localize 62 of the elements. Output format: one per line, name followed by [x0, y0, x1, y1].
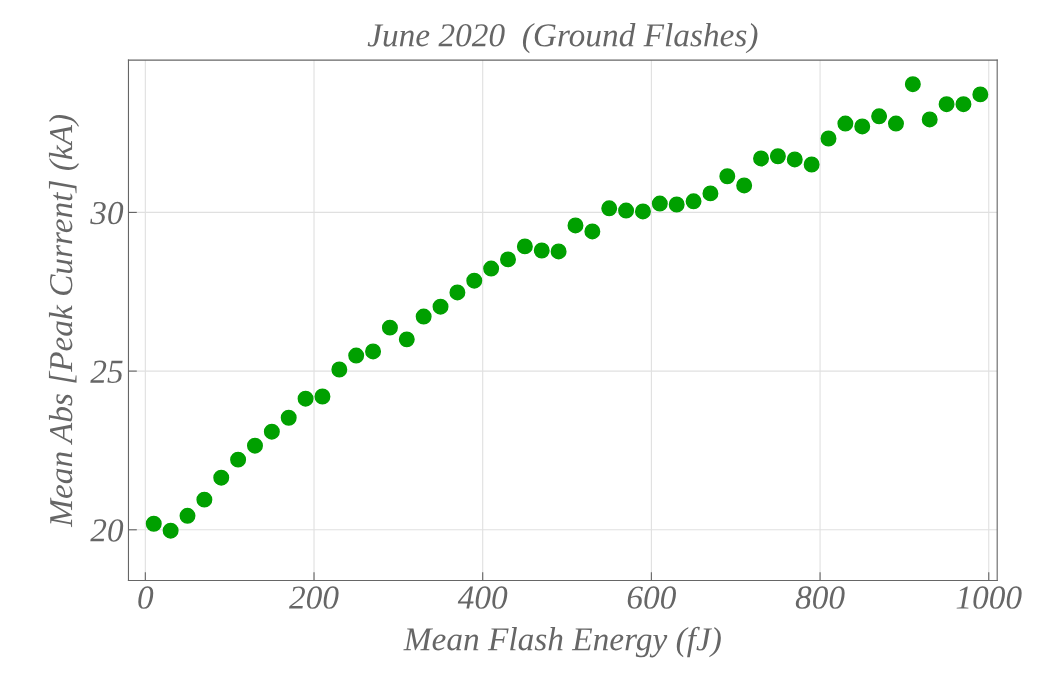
point	[601, 200, 618, 217]
point	[972, 86, 989, 103]
x-tick-label: 400	[457, 586, 508, 609]
point	[955, 96, 972, 113]
point	[584, 223, 601, 240]
point	[888, 115, 904, 132]
point	[786, 151, 803, 168]
point	[247, 437, 263, 454]
point	[500, 251, 516, 268]
point	[348, 347, 365, 364]
x-tick-label: 600	[627, 586, 676, 609]
y-tick-label: 30	[90, 201, 124, 225]
x-axis-title: Mean Flash Energy (fJ)	[403, 626, 721, 658]
point	[567, 217, 584, 234]
point	[415, 308, 432, 325]
point	[331, 361, 348, 378]
y-tick-label: 25	[90, 360, 123, 383]
point	[550, 243, 567, 260]
point	[196, 491, 213, 508]
point	[365, 343, 382, 360]
point	[904, 76, 921, 93]
point	[263, 423, 280, 440]
x-tick-label: 1000	[956, 586, 1022, 609]
point	[483, 260, 500, 277]
x-tick-label: 800	[795, 586, 845, 609]
point	[145, 515, 162, 532]
point	[753, 150, 770, 167]
point	[449, 284, 466, 301]
point	[769, 148, 786, 165]
point	[466, 272, 483, 289]
point	[719, 168, 736, 185]
point	[702, 185, 719, 202]
x-tick-label: 200	[289, 586, 339, 609]
point	[213, 469, 230, 486]
point	[837, 115, 854, 132]
point	[230, 451, 247, 468]
point	[820, 130, 837, 147]
x-tick-label: 0	[138, 586, 154, 609]
point	[179, 507, 196, 524]
chart-title: June 2020 (Ground Flashes)	[367, 23, 758, 54]
point	[533, 242, 550, 259]
point	[398, 331, 415, 348]
point	[162, 522, 179, 539]
y-axis-title: Mean Abs [Peak Current] (kA)	[48, 114, 80, 528]
point	[297, 390, 314, 407]
point	[516, 238, 533, 255]
point	[871, 108, 888, 125]
point	[651, 195, 668, 212]
point	[921, 111, 938, 128]
point	[280, 409, 297, 426]
point	[381, 319, 398, 336]
point	[314, 388, 331, 405]
point	[432, 298, 449, 315]
point	[634, 203, 651, 220]
point	[736, 177, 753, 194]
y-tick-label: 20	[90, 519, 124, 542]
point	[938, 96, 955, 113]
point	[618, 202, 635, 219]
point	[668, 196, 685, 213]
point	[854, 118, 871, 135]
point	[685, 193, 702, 210]
point	[803, 156, 820, 173]
